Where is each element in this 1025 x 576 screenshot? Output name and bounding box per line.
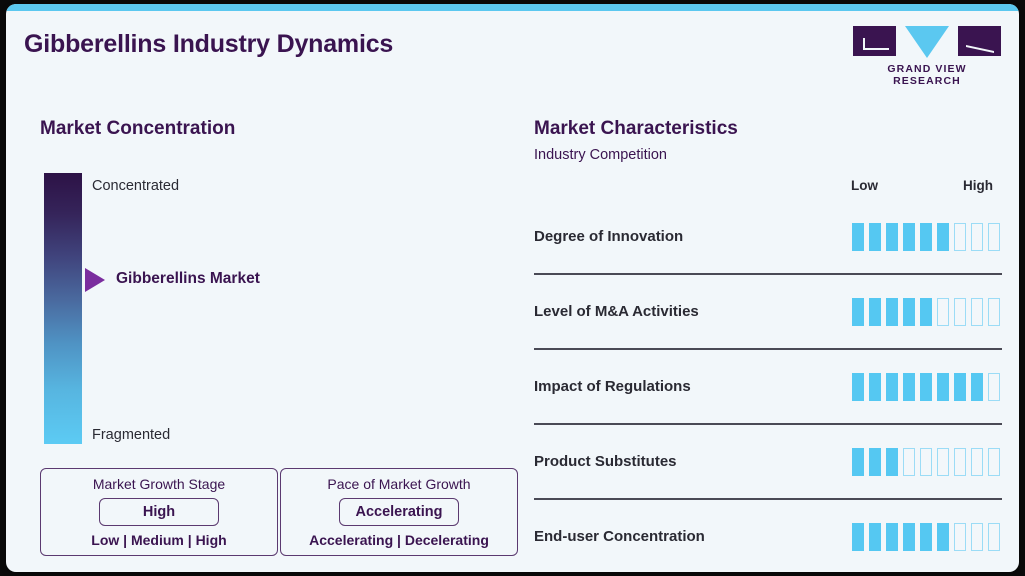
rating-segment-filled	[903, 372, 915, 401]
characteristic-rating-bars	[852, 222, 1000, 251]
rating-segment-filled	[920, 222, 932, 251]
characteristic-row: End-user Concentration	[534, 500, 1002, 572]
rating-segment-empty	[920, 447, 932, 476]
brand-logo: GRAND VIEW RESEARCH	[853, 26, 1001, 87]
fragmented-label: Fragmented	[92, 427, 171, 443]
rating-segment-filled	[852, 222, 864, 251]
characteristic-rating-bars	[852, 297, 1000, 326]
characteristic-label: End-user Concentration	[534, 528, 705, 545]
rating-segment-empty	[954, 297, 966, 326]
rating-segment-filled	[903, 297, 915, 326]
rating-segment-filled	[886, 297, 898, 326]
report-card: Gibberellins Industry Dynamics GRAND VIE…	[6, 4, 1019, 572]
logo-text: GRAND VIEW RESEARCH	[887, 63, 967, 87]
market-concentration-heading: Market Concentration	[40, 118, 236, 139]
top-accent-bar	[6, 4, 1019, 11]
market-characteristics-list: Degree of Innovation Level of M&A Activit…	[534, 200, 1002, 572]
rating-segment-filled	[869, 447, 881, 476]
characteristic-label: Degree of Innovation	[534, 228, 684, 245]
rating-segment-filled	[886, 222, 898, 251]
pace-of-market-growth-card: Pace of Market Growth Accelerating Accel…	[280, 468, 518, 556]
rating-segment-empty	[971, 447, 983, 476]
rating-segment-empty	[988, 447, 1000, 476]
characteristic-rating-bars	[852, 522, 1000, 551]
characteristic-row: Product Substitutes	[534, 425, 1002, 500]
logo-right-box-icon	[958, 26, 1001, 56]
characteristic-rating-bars	[852, 372, 1000, 401]
rating-segment-filled	[937, 222, 949, 251]
concentration-gradient-bar	[44, 173, 82, 444]
rating-segment-empty	[988, 222, 1000, 251]
rating-segment-empty	[954, 447, 966, 476]
logo-left-box-icon	[853, 26, 896, 56]
rating-segment-filled	[903, 222, 915, 251]
market-position-marker-icon	[85, 268, 105, 292]
characteristic-label: Impact of Regulations	[534, 378, 691, 395]
pace-of-market-growth-value-box[interactable]: Accelerating	[339, 498, 459, 526]
rating-segment-filled	[852, 522, 864, 551]
market-growth-stage-value: High	[142, 504, 176, 520]
rating-segment-filled	[903, 522, 915, 551]
rating-segment-empty	[971, 297, 983, 326]
characteristic-label: Level of M&A Activities	[534, 303, 699, 320]
rating-segment-filled	[886, 522, 898, 551]
market-characteristics-subheading: Industry Competition	[534, 147, 667, 163]
rating-segment-filled	[852, 372, 864, 401]
rating-segment-filled	[937, 522, 949, 551]
rating-segment-empty	[988, 522, 1000, 551]
scale-low-label: Low	[851, 178, 878, 193]
rating-segment-filled	[920, 372, 932, 401]
concentrated-label: Concentrated	[92, 178, 180, 194]
rating-segment-empty	[971, 222, 983, 251]
rating-segment-filled	[886, 447, 898, 476]
rating-segment-empty	[988, 297, 1000, 326]
page-title: Gibberellins Industry Dynamics	[24, 30, 394, 58]
rating-segment-filled	[886, 372, 898, 401]
characteristic-rating-bars	[852, 447, 1000, 476]
pace-of-market-growth-value: Accelerating	[355, 504, 443, 520]
rating-segment-filled	[852, 297, 864, 326]
characteristic-row: Impact of Regulations	[534, 350, 1002, 425]
rating-segment-filled	[869, 297, 881, 326]
market-growth-stage-value-box[interactable]: High	[99, 498, 219, 526]
rating-segment-filled	[869, 222, 881, 251]
market-position-label: Gibberellins Market	[116, 270, 260, 287]
characteristic-row: Level of M&A Activities	[534, 275, 1002, 350]
rating-segment-empty	[954, 522, 966, 551]
rating-segment-filled	[920, 297, 932, 326]
rating-segment-filled	[937, 372, 949, 401]
rating-segment-empty	[988, 372, 1000, 401]
rating-segment-empty	[937, 447, 949, 476]
market-growth-stage-title: Market Growth Stage	[92, 476, 226, 492]
rating-segment-empty	[954, 222, 966, 251]
rating-segment-filled	[852, 447, 864, 476]
logo-marks	[853, 26, 1001, 59]
rating-segment-filled	[971, 372, 983, 401]
rating-segment-filled	[869, 372, 881, 401]
rating-segment-filled	[920, 522, 932, 551]
rating-segment-empty	[937, 297, 949, 326]
market-characteristics-heading: Market Characteristics	[534, 118, 738, 139]
logo-triangle-icon	[905, 26, 949, 58]
rating-segment-filled	[869, 522, 881, 551]
rating-segment-empty	[971, 522, 983, 551]
rating-segment-empty	[903, 447, 915, 476]
scale-high-label: High	[963, 178, 993, 193]
rating-segment-filled	[954, 372, 966, 401]
pace-of-market-growth-options: Accelerating | Decelerating	[309, 532, 489, 548]
characteristic-row: Degree of Innovation	[534, 200, 1002, 275]
characteristic-label: Product Substitutes	[534, 453, 677, 470]
market-growth-stage-card: Market Growth Stage High Low | Medium | …	[40, 468, 278, 556]
pace-of-market-growth-title: Pace of Market Growth	[327, 476, 471, 492]
market-growth-stage-options: Low | Medium | High	[91, 532, 227, 548]
